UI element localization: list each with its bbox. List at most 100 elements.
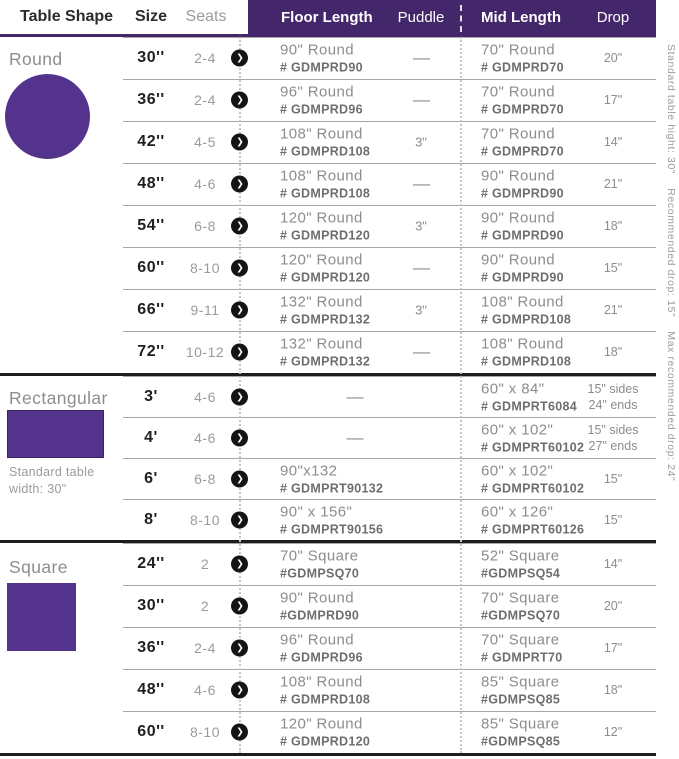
floor-length-value: 108" Round bbox=[280, 673, 363, 691]
dash-glyph: — bbox=[413, 258, 430, 277]
col-header-puddle: Puddle bbox=[397, 9, 445, 26]
seats-value: 9-11 bbox=[190, 302, 220, 318]
mid-length-value: 108" Round bbox=[481, 293, 564, 311]
arrow-icon: ❯ bbox=[231, 681, 248, 699]
size-value: 72'' bbox=[137, 343, 165, 360]
drop-value: 15" bbox=[603, 512, 623, 527]
chevron-right-icon: ❯ bbox=[236, 136, 244, 147]
drop-value: 15" sides 27" ends bbox=[587, 422, 639, 453]
arrow-icon: ❯ bbox=[231, 259, 248, 277]
col-header-mid-length: Mid Length bbox=[481, 9, 561, 26]
floor-part-number: # GDMPRD96 bbox=[280, 650, 363, 665]
floor-part-number: # GDMPRD120 bbox=[280, 270, 371, 285]
seats-value: 4-5 bbox=[194, 134, 216, 150]
mid-length-cell: 70" Round # GDMPRD70 bbox=[481, 83, 564, 116]
section-round: Round 30'' 2-4 ❯ 90" Round # GDMPRD90—70" Rou… bbox=[0, 37, 656, 373]
arrow-icon: ❯ bbox=[231, 511, 248, 528]
floor-length-value: 90" Round bbox=[280, 41, 354, 59]
floor-length-value: 120" Round bbox=[280, 251, 363, 269]
chevron-right-icon: ❯ bbox=[236, 94, 244, 105]
floor-length-cell: 96" Round # GDMPRD96 bbox=[280, 631, 363, 664]
mid-length-cell: 60" x 102" # GDMPRT60102 bbox=[481, 421, 584, 454]
floor-part-number: # GDMPRT90132 bbox=[280, 481, 384, 496]
size-value: 66'' bbox=[137, 301, 165, 318]
mid-part-number: # GDMPRT70 bbox=[481, 650, 563, 665]
floor-length-value: 96" Round bbox=[280, 631, 354, 649]
size-value: 6' bbox=[144, 469, 158, 487]
dash-glyph: — bbox=[346, 386, 364, 406]
drop-value: 18" bbox=[603, 218, 623, 233]
mid-length-value: 70" Round bbox=[481, 41, 555, 59]
mid-part-number: # GDMPRD108 bbox=[481, 312, 572, 327]
drop-value: 17" bbox=[603, 92, 623, 107]
chevron-right-icon: ❯ bbox=[236, 262, 244, 273]
floor-length-cell: 90"x132 # GDMPRT90132 bbox=[280, 462, 383, 495]
col-header-table-shape: Table Shape bbox=[20, 8, 114, 25]
col-header-size: Size bbox=[134, 8, 167, 25]
drop-value: 12" bbox=[603, 724, 623, 739]
floor-length-value: 120" Round bbox=[280, 209, 363, 227]
mid-length-cell: 70" Round # GDMPRD70 bbox=[481, 125, 564, 158]
size-value: 60'' bbox=[137, 259, 165, 276]
floor-length-cell: 132" Round # GDMPRD132 bbox=[280, 293, 370, 326]
dotted-divider-puddle-mid bbox=[460, 37, 462, 753]
drop-value: 15" sides 24" ends bbox=[587, 381, 639, 412]
size-value: 60'' bbox=[137, 723, 165, 740]
seats-value: 2 bbox=[200, 556, 210, 572]
mid-length-value: 52" Square bbox=[481, 547, 560, 565]
header-dashed-divider bbox=[460, 5, 462, 32]
size-value: 54'' bbox=[137, 217, 165, 234]
mid-part-number: # GDMPRT6084 bbox=[481, 399, 577, 414]
table-row: 30'' 2 ❯ 90" Round #GDMPRD90 70" Square #GDMPS… bbox=[0, 585, 656, 627]
size-value: 36'' bbox=[137, 639, 165, 656]
mid-length-cell: 85" Square #GDMPSQ85 bbox=[481, 673, 560, 706]
table-row: 36'' 2-4 ❯ 96" Round # GDMPRD96 70" Square # G… bbox=[0, 627, 656, 669]
mid-length-cell: 90" Round # GDMPRD90 bbox=[481, 209, 564, 242]
mid-part-number: # GDMPRD90 bbox=[481, 186, 564, 201]
mid-part-number: #GDMPSQ85 bbox=[481, 692, 561, 707]
seats-value: 4-6 bbox=[194, 682, 216, 698]
size-value: 8' bbox=[144, 510, 158, 528]
floor-length-cell: 90" Round #GDMPRD90 bbox=[280, 589, 359, 622]
mid-part-number: # GDMPRT60102 bbox=[481, 481, 585, 496]
square-shape bbox=[7, 583, 76, 651]
chevron-right-icon: ❯ bbox=[236, 304, 244, 315]
seats-value: 4-6 bbox=[194, 429, 216, 446]
floor-part-number: # GDMPRD120 bbox=[280, 734, 371, 749]
col-header-drop: Drop bbox=[596, 9, 630, 26]
floor-length-value: 132" Round bbox=[280, 335, 363, 353]
dash-glyph: — bbox=[413, 174, 430, 193]
section-caption: Standard table width: 30" bbox=[9, 465, 95, 496]
mid-part-number: #GDMPSQ85 bbox=[481, 734, 561, 749]
section-rectangular: Rectangular Standard table width: 30" 3' 4-… bbox=[0, 373, 656, 540]
mid-part-number: # GDMPRD70 bbox=[481, 60, 564, 75]
table-row: 8' 8-10 ❯ 90" x 156" # GDMPRT90156 60" x 126"… bbox=[0, 499, 656, 540]
drop-value: 20" bbox=[603, 598, 623, 613]
table-row: 48'' 4-6 ❯ 108" Round # GDMPRD108—90" Round #… bbox=[0, 163, 656, 205]
mid-part-number: # GDMPRD70 bbox=[481, 102, 564, 117]
chevron-right-icon: ❯ bbox=[236, 346, 244, 357]
floor-length-value: 70" Square bbox=[280, 547, 359, 565]
drop-value: 20" bbox=[603, 50, 623, 65]
size-value: 42'' bbox=[137, 133, 165, 150]
table-row: 6' 6-8 ❯ 90"x132 # GDMPRT90132 60" x 102" # GD… bbox=[0, 458, 656, 499]
mid-length-value: 60" x 126" bbox=[481, 502, 554, 520]
section-label: Round bbox=[9, 49, 63, 69]
arrow-icon: ❯ bbox=[231, 723, 248, 741]
floor-length-cell: 70" Square #GDMPSQ70 bbox=[280, 547, 359, 580]
mid-length-cell: 60" x 126" # GDMPRT60126 bbox=[481, 503, 584, 536]
table-row: 60'' 8-10 ❯ 120" Round # GDMPRD120 85" Square… bbox=[0, 711, 656, 753]
mid-length-cell: 60" x 84" # GDMPRT6084 bbox=[481, 380, 577, 413]
table-row: 4' 4-6 ❯ — 60" x 102" # GDMPRT60102 15" sides … bbox=[0, 417, 656, 458]
mid-length-cell: 85" Square #GDMPSQ85 bbox=[481, 715, 560, 748]
drop-value: 14" bbox=[603, 556, 623, 571]
floor-part-number: #GDMPRD90 bbox=[280, 608, 360, 623]
dash-glyph: — bbox=[346, 427, 364, 447]
floor-length-value: 108" Round bbox=[280, 125, 363, 143]
floor-length-cell: 120" Round # GDMPRD120 bbox=[280, 715, 370, 748]
floor-length-value: 90" Round bbox=[280, 589, 354, 607]
mid-length-value: 108" Round bbox=[481, 335, 564, 353]
rect-shape bbox=[7, 410, 104, 458]
seats-value: 10-12 bbox=[185, 344, 225, 360]
